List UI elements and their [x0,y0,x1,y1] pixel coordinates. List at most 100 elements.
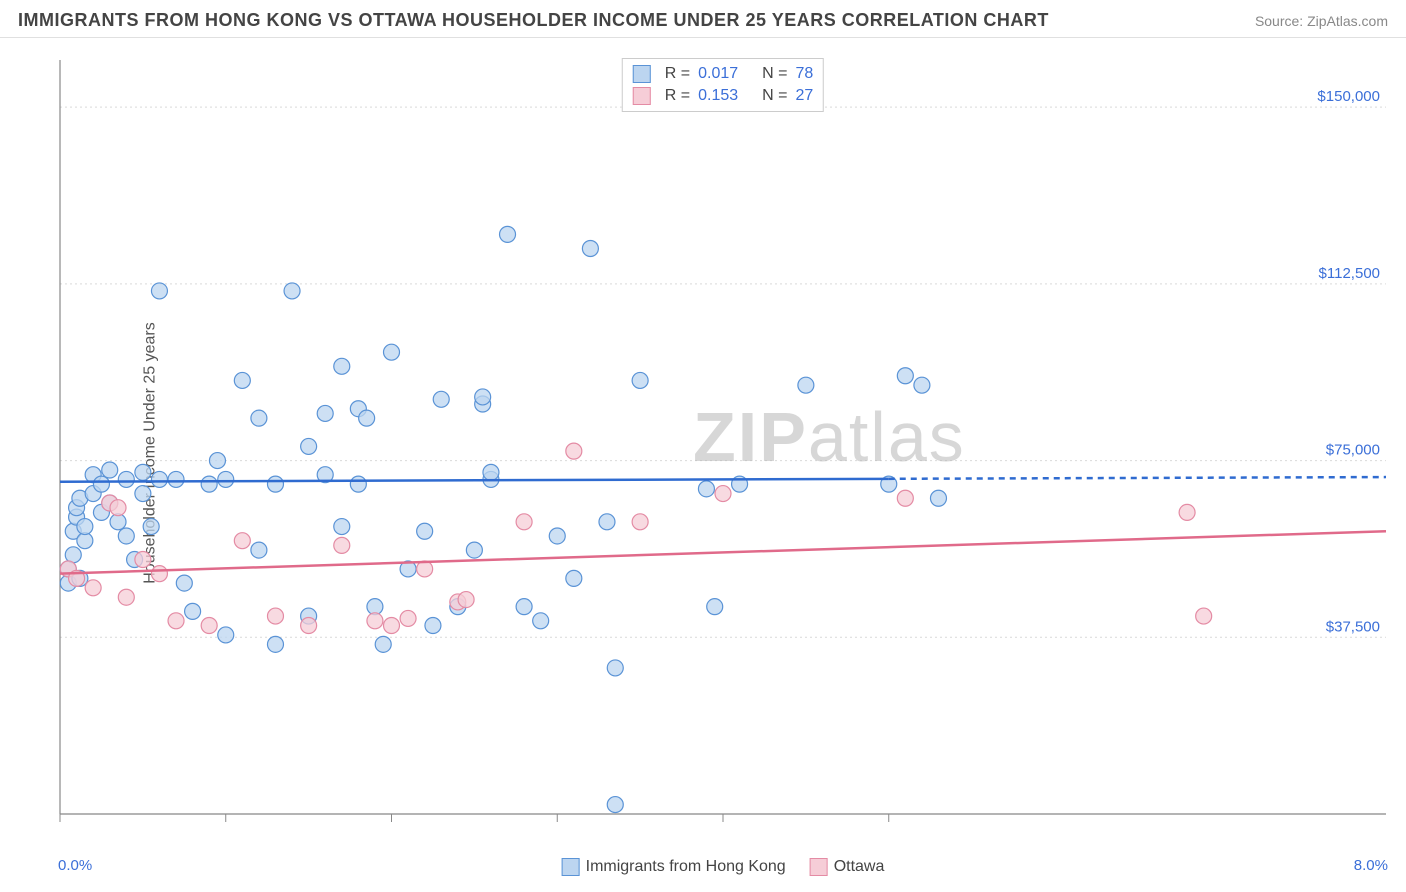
scatter-point [433,391,449,407]
scatter-point [118,528,134,544]
scatter-point [698,481,714,497]
scatter-point [176,575,192,591]
legend-swatch [633,87,651,105]
scatter-point [118,589,134,605]
scatter-point [425,618,441,634]
scatter-point [533,613,549,629]
scatter-point [607,797,623,813]
scatter-point [168,613,184,629]
scatter-point [384,618,400,634]
y-tick-label: $150,000 [1317,88,1380,105]
scatter-point [897,368,913,384]
scatter-point [384,344,400,360]
chart-area: Householder Income Under 25 years $37,50… [58,58,1388,848]
scatter-point [201,476,217,492]
legend-row: R =0.153N =27 [633,85,813,107]
scatter-point [350,476,366,492]
scatter-point [707,599,723,615]
series-legend: Immigrants from Hong Kong Ottawa [562,858,885,876]
legend-label: Ottawa [834,858,885,875]
scatter-point [475,389,491,405]
scatter-point [85,580,101,596]
scatter-point [301,438,317,454]
scatter-point [500,226,516,242]
legend-row: R = 0.017 N = 78 [633,63,813,85]
chart-header: IMMIGRANTS FROM HONG KONG VS OTTAWA HOUS… [0,0,1406,38]
scatter-point [516,514,532,530]
y-tick-label: $75,000 [1326,442,1380,459]
scatter-point [566,570,582,586]
x-axis-max-label: 8.0% [1354,857,1388,874]
trend-line-extrapolated [889,477,1386,479]
r-value: 0.153 [698,87,748,105]
scatter-point [135,464,151,480]
scatter-point [267,476,283,492]
y-tick-label: $112,500 [1319,265,1380,282]
scatter-point [251,410,267,426]
scatter-point [102,462,118,478]
scatter-point [118,471,134,487]
scatter-point [549,528,565,544]
scatter-point [218,471,234,487]
scatter-point [267,636,283,652]
scatter-point [599,514,615,530]
scatter-point [334,519,350,535]
scatter-point [301,618,317,634]
legend-swatch [810,858,828,876]
scatter-point [234,533,250,549]
scatter-point [151,471,167,487]
scatter-point [93,476,109,492]
scatter-point [135,552,151,568]
n-label: N = [762,87,787,105]
scatter-point [483,464,499,480]
chart-source: Source: ZipAtlas.com [1255,13,1388,29]
scatter-point [234,372,250,388]
r-value: 0.017 [698,65,748,83]
scatter-point [334,358,350,374]
scatter-point [897,490,913,506]
scatter-point [582,241,598,257]
scatter-point [516,599,532,615]
scatter-point [267,608,283,624]
scatter-plot: $37,500 $75,000 $112,500 $150,000 [58,58,1388,848]
scatter-point [930,490,946,506]
scatter-point [284,283,300,299]
chart-title: IMMIGRANTS FROM HONG KONG VS OTTAWA HOUS… [18,10,1049,31]
scatter-point [466,542,482,558]
scatter-point [135,486,151,502]
legend-swatch [562,858,580,876]
y-tick-label: $37,500 [1326,618,1380,635]
scatter-point [632,372,648,388]
scatter-point [1196,608,1212,624]
scatter-point [458,592,474,608]
x-axis-min-label: 0.0% [58,857,92,874]
scatter-point [359,410,375,426]
scatter-point [143,519,159,535]
scatter-point [251,542,267,558]
scatter-point [715,486,731,502]
scatter-point [914,377,930,393]
legend-item: Ottawa [810,858,885,876]
scatter-point [798,377,814,393]
scatter-point [334,537,350,553]
scatter-point [151,566,167,582]
scatter-point [218,627,234,643]
legend-label: Immigrants from Hong Kong [586,858,786,875]
scatter-point [417,523,433,539]
n-label: N = [762,65,787,83]
n-value: 27 [795,87,813,105]
n-value: 78 [795,65,813,83]
scatter-point [607,660,623,676]
scatter-point [566,443,582,459]
scatter-point [185,603,201,619]
scatter-point [151,283,167,299]
correlation-legend: R = 0.017 N = 78R = 0.153 N = 27 [622,58,824,112]
scatter-point [110,500,126,516]
scatter-point [632,514,648,530]
scatter-point [367,613,383,629]
scatter-point [400,610,416,626]
scatter-point [201,618,217,634]
scatter-point [375,636,391,652]
scatter-point [168,471,184,487]
r-label: R = [665,65,690,83]
